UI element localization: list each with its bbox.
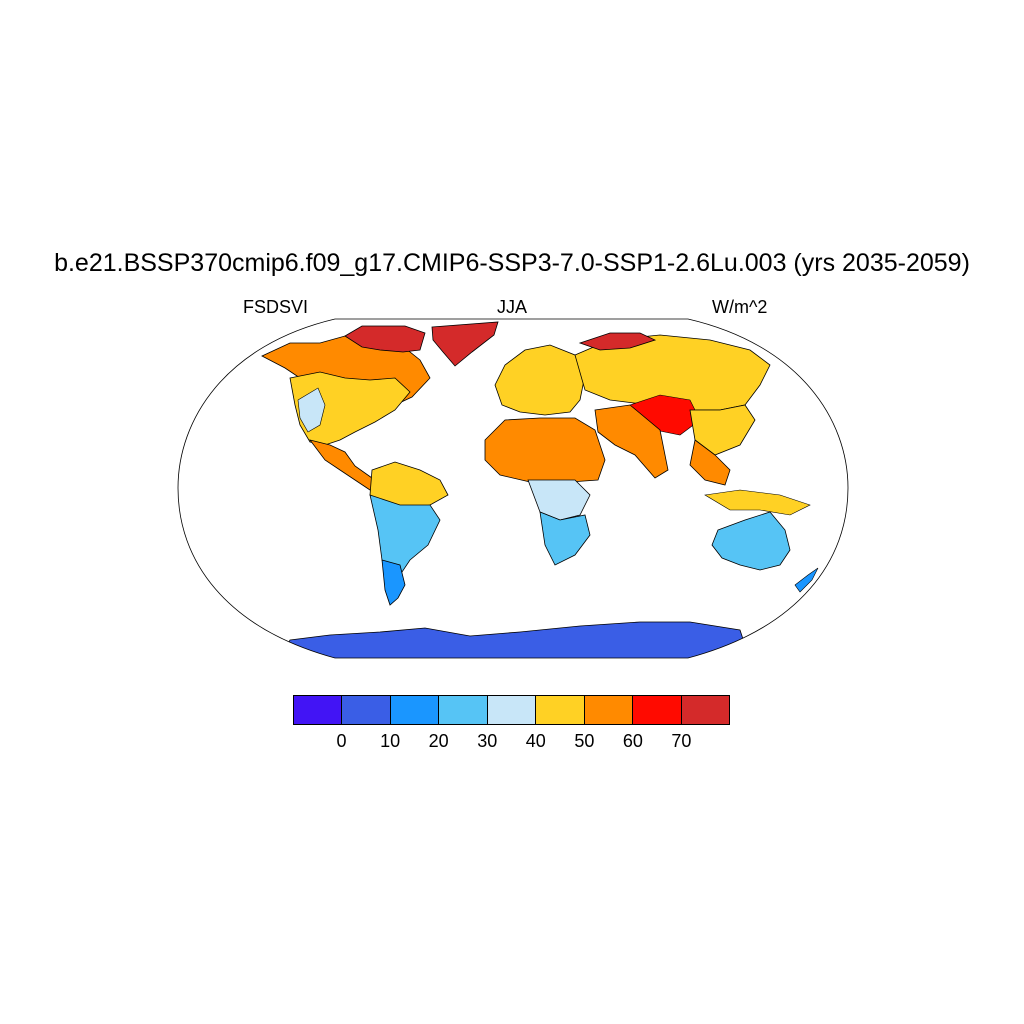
colorbar-swatch: [487, 696, 537, 724]
region-sahara: [484, 417, 606, 483]
colorbar-tick-label: 30: [477, 731, 498, 751]
colorbar-tick-label: 60: [622, 731, 643, 751]
colorbar-swatch: [681, 696, 729, 724]
region-central-africa: [527, 479, 591, 521]
map-boundary: [177, 318, 849, 659]
colorbar-tick-label: 10: [380, 731, 401, 751]
region-europe: [494, 344, 586, 416]
region-mexico-central-america: [309, 439, 381, 491]
colorbar-swatch: [342, 696, 391, 724]
region-southern-africa: [539, 511, 591, 566]
season-label: JJA: [496, 297, 527, 317]
region-western-us: [297, 387, 326, 433]
colorbar-tick-label: 50: [574, 731, 595, 751]
colorbar-swatch: [390, 696, 440, 724]
region-new-zealand: [794, 567, 819, 593]
region-southern-south-america: [369, 494, 441, 581]
colorbar-swatch: [536, 696, 585, 724]
region-middle-east-india: [594, 404, 669, 479]
region-maritime-continent: [704, 489, 811, 516]
plot-title: b.e21.BSSP370cmip6.f09_g17.CMIP6-SSP3-7.…: [54, 249, 970, 277]
colorbar-tick-label: 40: [525, 731, 546, 751]
variable-label: FSDSVI: [243, 297, 309, 317]
region-greenland: [431, 321, 499, 367]
colorbar-tick-label: 0: [336, 731, 347, 751]
region-southeast-asia: [689, 439, 731, 486]
colorbar-swatch: [633, 696, 682, 724]
colorbar-swatch: [439, 696, 488, 724]
colorbar: [293, 695, 730, 725]
region-antarctica: [279, 621, 751, 658]
region-australia: [711, 511, 791, 571]
region-patagonia: [381, 559, 406, 606]
colorbar-tick-label: 70: [671, 731, 692, 751]
units-label: W/m^2: [712, 297, 768, 317]
region-north-america-interior: [289, 371, 411, 446]
colorbar-swatch: [584, 696, 634, 724]
colorbar-tick-label: 20: [428, 731, 449, 751]
colorbar-swatch: [294, 696, 343, 724]
land-fill-layer: [261, 321, 819, 658]
region-arctic-archipelago: [344, 325, 426, 353]
region-arctic-russia: [578, 332, 657, 351]
region-siberia: [574, 334, 771, 411]
